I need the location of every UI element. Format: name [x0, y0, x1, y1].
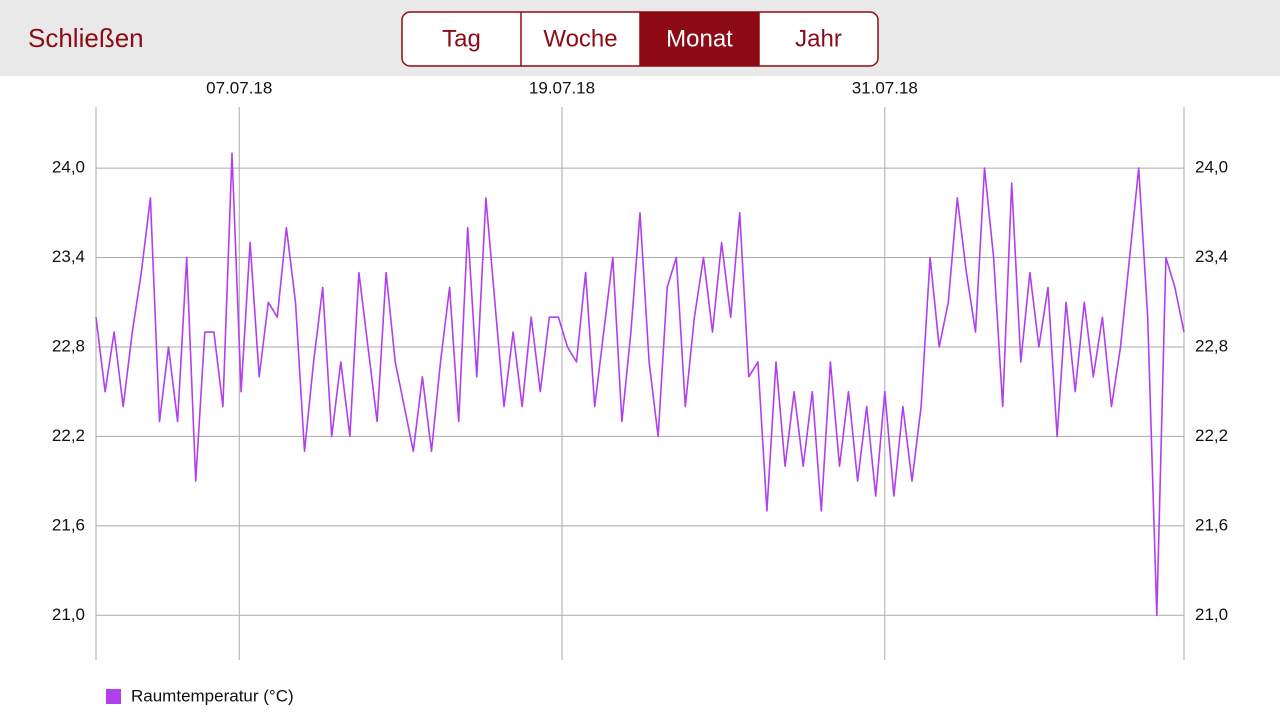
data-line — [95, 152, 1185, 617]
close-button[interactable]: Schließen — [28, 23, 144, 53]
segment-button[interactable]: Monat — [666, 25, 733, 52]
y2-tick-label: 22,8 — [1195, 336, 1228, 355]
legend-label: Raumtemperatur (°C) — [131, 686, 294, 705]
x-tick-label: 19.07.18 — [529, 78, 595, 97]
legend-swatch — [106, 689, 121, 704]
y2-tick-label: 24,0 — [1195, 158, 1228, 177]
chart: 21,0 21,0 21,6 21,6 22,2 22,2 22,8 22,8 23,4 23,4… — [52, 78, 1228, 705]
x-tick-label: 31.07.18 — [852, 78, 918, 97]
y-tick-label: 21,6 — [52, 515, 85, 534]
segment-button[interactable]: Jahr — [795, 25, 842, 52]
segment-selected-bg — [640, 12, 759, 66]
y-tick-label: 21,0 — [52, 605, 85, 624]
y-tick-label: 22,2 — [52, 426, 85, 445]
y2-tick-label: 21,6 — [1195, 515, 1228, 534]
y2-tick-label: 21,0 — [1195, 605, 1228, 624]
segment-button[interactable]: Tag — [442, 25, 481, 52]
segmented-control: Tag Woche Monat Jahr — [401, 11, 879, 67]
y2-tick-label: 22,2 — [1195, 426, 1228, 445]
x-tick-label: 07.07.18 — [206, 78, 272, 97]
y-tick-label: 24,0 — [52, 158, 85, 177]
y2-tick-label: 23,4 — [1195, 247, 1228, 266]
y-tick-label: 22,8 — [52, 336, 85, 355]
y-tick-label: 23,4 — [52, 247, 85, 266]
segment-button[interactable]: Woche — [543, 25, 617, 52]
